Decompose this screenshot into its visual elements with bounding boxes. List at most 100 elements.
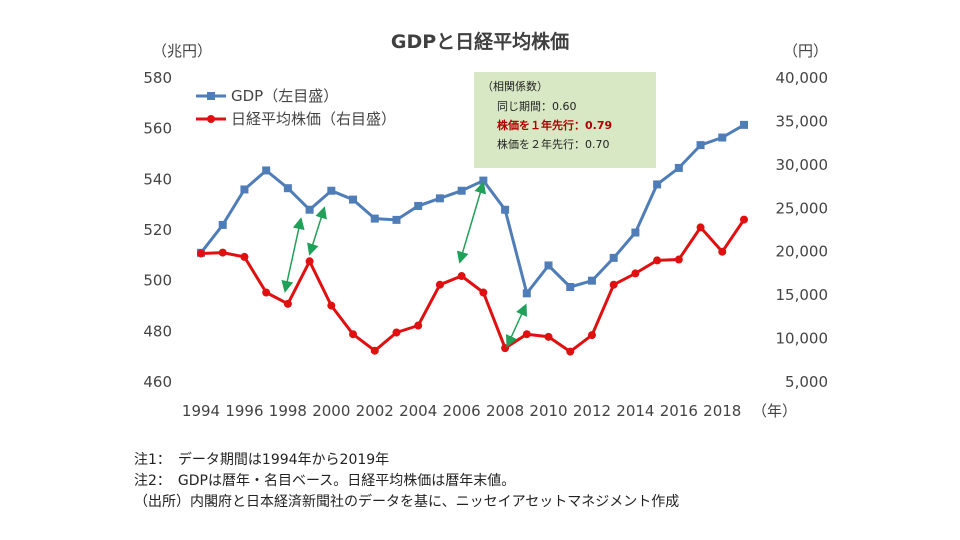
gdp-data-point [305,205,314,214]
x-tick-label: 2018 [703,402,741,420]
x-tick-label: 2004 [399,402,437,420]
gdp-data-point [240,185,249,194]
gdp-series-line [199,123,745,295]
gdp-data-point [327,186,336,195]
right-tick-label: 40,000 [776,69,829,87]
right-tick-label: 20,000 [776,243,829,261]
right-tick-label: 35,000 [776,112,829,130]
x-axis-ticks: 1994 1996 1998 2000 2002 2004 2006 2008 2010 2012… [182,402,741,420]
series-layer [197,120,748,356]
legend-nikkei-label: 日経平均株価（右目盛） [231,110,396,128]
left-tick-label: 460 [143,373,172,391]
correlation-box-bg [474,72,656,168]
nikkei-data-point [566,347,575,356]
correlation-box: （相関係数） 同じ期間：0.60 株価を１年先行：0.79 株価を２年先行：0.… [474,72,656,168]
left-tick-label: 560 [143,120,172,138]
right-axis-unit: （円） [783,42,828,60]
nikkei-data-point [240,252,249,261]
gdp-data-point [370,214,379,223]
x-tick-label: 2012 [573,402,611,420]
legend-nikkei-marker [207,115,215,123]
notes: 注1： データ期間は1994年から2019年 注2： GDPは暦年・名目ベース。… [134,450,679,513]
gdp-data-point [218,220,227,229]
gdp-data-point [457,186,466,195]
gdp-data-point [718,133,727,142]
chart-svg: GDPと日経平均株価 （兆円） （円） （年） 580 560 540 520 500 4… [143,30,829,420]
right-tick-label: 15,000 [776,286,829,304]
x-tick-label: 2014 [616,402,654,420]
lead-arrow-2007 [456,181,487,264]
x-tick-label: 1996 [225,402,263,420]
gdp-data-point [392,215,401,224]
gdp-data-point [414,201,423,210]
gdp-data-point [674,163,683,172]
gdp-data-point [262,166,271,175]
gdp-data-point [631,228,640,237]
gdp-data-point [522,289,531,298]
gdp-data-point [501,205,510,214]
nikkei-data-point [479,288,488,297]
lead-arrows [281,181,527,348]
nikkei-data-point [457,272,466,281]
nikkei-data-point [392,328,401,337]
nikkei-data-point [370,346,379,355]
lead-arrow-1998 [281,217,305,293]
correlation-heading: （相関係数） [482,80,548,93]
x-tick-label: 2000 [312,402,350,420]
x-tick-label: 2008 [486,402,524,420]
nikkei-data-point [501,344,510,353]
left-tick-label: 520 [143,221,172,239]
correlation-line-same: 同じ期間：0.60 [497,100,577,113]
x-tick-label: 1998 [269,402,307,420]
x-tick-label: 2006 [443,402,481,420]
nikkei-data-point [305,257,314,266]
left-axis-unit: （兆円） [152,42,212,60]
gdp-data-point [435,194,444,203]
gdp-data-point [587,276,596,285]
nikkei-data-point [544,332,553,341]
gdp-data-point [349,195,358,204]
x-tick-label: 2016 [660,402,698,420]
x-tick-label: 2002 [356,402,394,420]
nikkei-data-point [218,248,227,257]
nikkei-data-point [262,288,271,297]
nikkei-data-point [414,321,423,330]
left-tick-label: 540 [143,170,172,188]
x-tick-label: 2010 [529,402,567,420]
correlation-line-lead1: 株価を１年先行：0.79 [497,118,612,132]
nikkei-data-point [674,255,683,264]
correlation-line-lead2: 株価を２年先行：0.70 [497,137,610,151]
gdp-data-point [696,141,705,150]
nikkei-data-point [327,301,336,310]
lead-arrow-1999 [307,206,327,256]
x-axis-unit: （年） [752,402,797,420]
source-note: （出所）内閣府と日本経済新聞社のデータを基に、ニッセイアセットマネジメント作成 [134,494,680,510]
legend: GDP（左目盛） 日経平均株価（右目盛） [196,87,396,128]
legend-gdp-marker [207,92,215,100]
nikkei-data-point [696,223,705,232]
x-tick-label: 1994 [182,402,220,420]
right-axis-ticks: 40,000 35,000 30,000 25,000 20,000 15,000 10,0… [776,69,829,391]
gdp-data-point [479,176,488,185]
gdp-data-point [740,120,748,129]
gdp-data-point [283,184,292,193]
nikkei-data-point [197,249,205,258]
note-1: 注1： データ期間は1994年から2019年 [134,452,390,468]
gdp-data-point [566,283,575,291]
right-tick-label: 25,000 [776,199,829,217]
nikkei-data-point [631,269,640,278]
nikkei-data-point [283,299,292,308]
gdp-data-point [609,253,618,262]
left-axis-ticks: 580 560 540 520 500 480 460 [143,69,172,391]
nikkei-data-point [522,330,531,339]
right-tick-label: 5,000 [785,373,828,391]
note-2: 注2： GDPは暦年・名目ベース。日経平均株価は暦年末値。 [134,473,516,489]
nikkei-data-point [718,247,727,256]
nikkei-data-point [349,330,358,339]
right-tick-label: 10,000 [776,330,829,348]
gdp-data-point [544,261,553,270]
nikkei-data-point [435,280,444,289]
left-tick-label: 480 [143,322,172,340]
left-tick-label: 500 [143,272,172,290]
nikkei-data-point [653,256,662,265]
